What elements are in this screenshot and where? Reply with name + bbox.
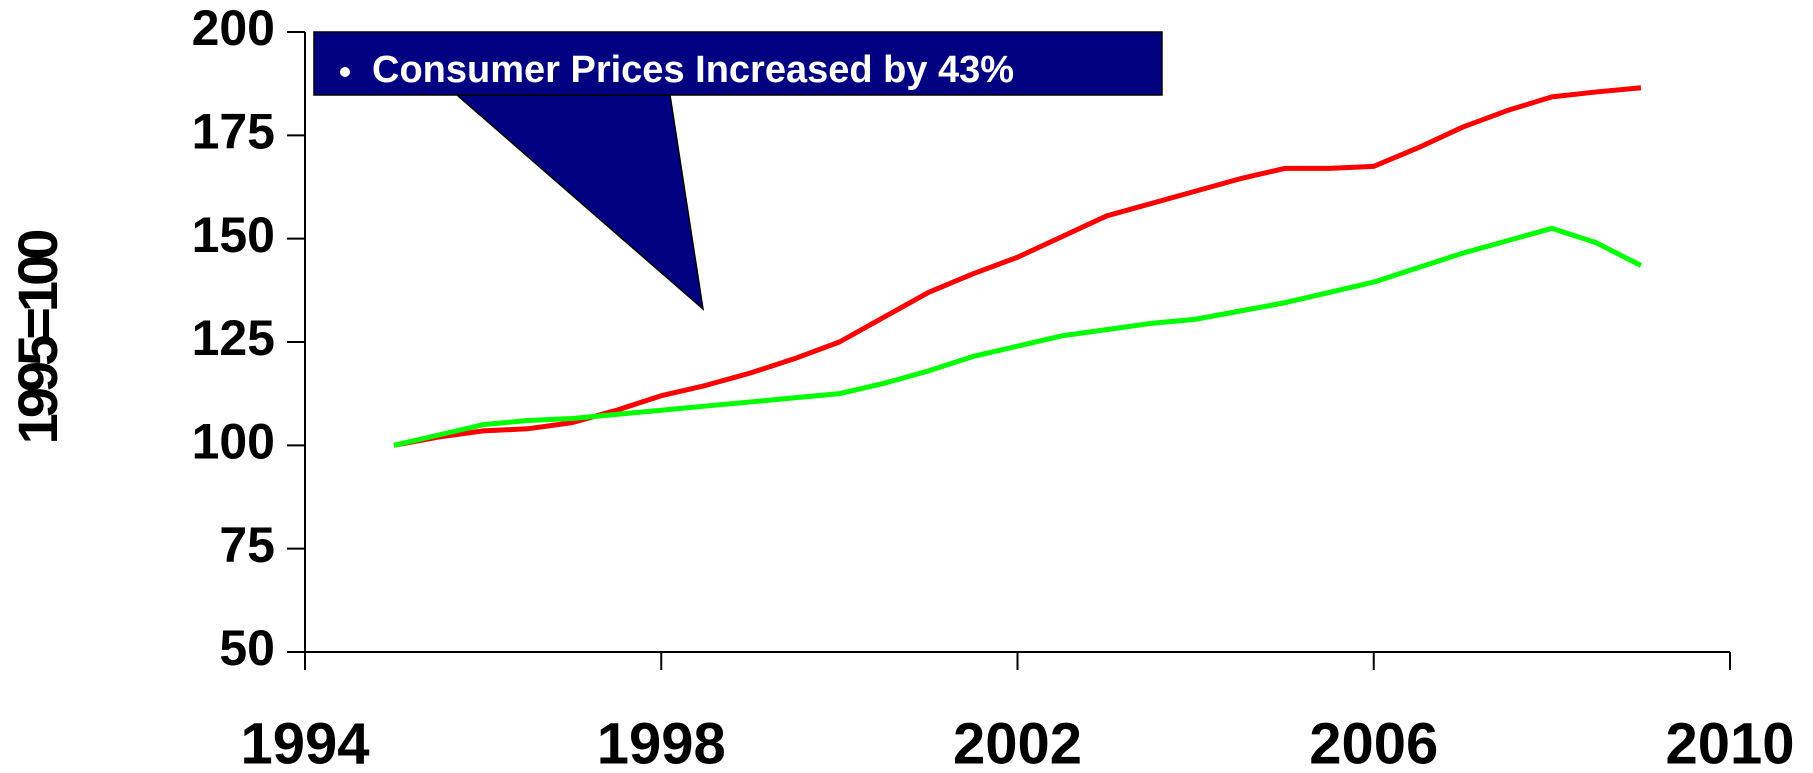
x-tick-label: 1994 (240, 711, 369, 773)
annotation: Consumer Prices Increased by 43% (372, 49, 1014, 91)
line-series (393, 225, 1643, 448)
y-tick-label: 125 (192, 310, 275, 366)
y-tick-label: 175 (192, 104, 275, 160)
callout-box (313, 31, 1163, 96)
x-tick-label: 2002 (953, 711, 1082, 773)
x-tick-label: 2006 (1309, 711, 1438, 773)
y-tick-label: 100 (192, 414, 275, 470)
y-tick-label: 50 (219, 620, 275, 676)
y-tick-label: 200 (192, 0, 275, 56)
y-axis-label: 1995=100 (6, 231, 69, 445)
y-tick-label: 150 (192, 207, 275, 263)
callout-pointer (454, 94, 705, 311)
bullet (340, 67, 350, 77)
x-tick-label: 2010 (1665, 711, 1794, 773)
x-tick-label: 1998 (597, 711, 726, 773)
y-tick-label: 75 (219, 517, 275, 573)
